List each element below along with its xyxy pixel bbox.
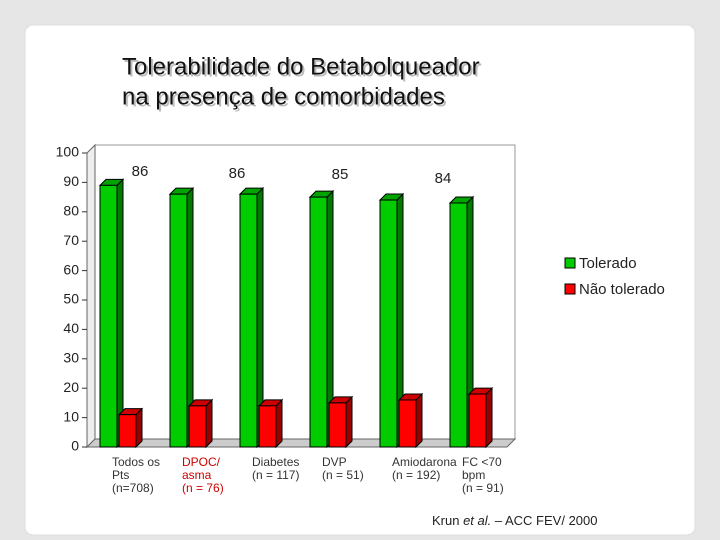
y-tick-label: 70 [63,232,79,248]
x-tick-label-line: (n=708) [112,481,154,495]
y-tick-label: 100 [56,144,80,160]
x-tick-label: Todos os Pts (n=708) [112,455,160,495]
source-part: Krun [432,513,463,528]
y-tick-label: 30 [63,350,79,366]
x-tick-label: Amiodarona (n = 192) [392,455,457,482]
x-tick-label-line: (n = 76) [182,481,224,495]
bar-side [205,398,213,449]
legend-swatch [564,283,576,295]
bar-side [116,178,124,449]
bar-side [275,398,283,449]
bar [328,402,347,448]
x-tick-label-line: DVP [322,455,347,469]
x-tick-label-line: Amiodarona [392,455,457,469]
bar [398,399,417,448]
x-tick-label: FC <70 bpm (n = 91) [462,455,504,495]
x-tick-label: DPOC/asma (n = 76) [182,455,224,495]
x-tick-label-line: (n = 117) [252,468,299,482]
bar-side [485,386,493,449]
y-tick-label: 20 [63,379,79,395]
y-tick-label: 10 [63,408,79,424]
y-tick-label: 0 [71,438,79,454]
side-wall [86,143,96,449]
annotation: 86 [132,163,149,180]
bar [379,199,398,448]
y-tick-label: 90 [63,173,79,189]
bar [188,405,207,448]
annotation: 85 [332,166,349,183]
x-tick-label-line: FC <70 [462,455,502,469]
x-tick-label-line: (n = 91) [462,481,504,495]
bar [449,202,468,448]
title-shadow: Tolerabilidade do Betabolqueador [124,55,482,82]
x-tick-label-line: (n = 51) [322,468,364,482]
source-part: et al. [463,513,491,528]
bar [239,193,258,448]
y-tick-label: 40 [63,320,79,336]
x-tick-label-line: Todos os [112,455,160,469]
x-tick-label-line: DPOC/ [182,455,221,469]
annotation: 86 [229,165,246,182]
y-tick-label: 50 [63,291,79,307]
source-part: – ACC FEV/ 2000 [491,513,597,528]
bar [169,193,188,448]
title-shadow: na presença de comorbidades [124,85,447,112]
y-tick-label: 80 [63,203,79,219]
bar-side [345,395,353,449]
source: Krun et al. – ACC FEV/ 2000 [432,513,598,528]
bar-side [415,392,423,449]
legend-swatch [564,257,576,269]
legend-label: Não tolerado [579,281,665,298]
bar [118,414,137,448]
x-tick-label-line: asma [182,468,212,482]
x-tick-label-line: Diabetes [252,455,299,469]
bar [258,405,277,448]
x-tick-label-line: (n = 192) [392,468,440,482]
bar [468,393,487,448]
x-tick-label: Diabetes (n = 117) [252,455,299,482]
annotation: 84 [435,170,452,187]
x-tick-label-line: Pts [112,468,129,482]
chart-title: na presença de comorbidades [122,83,445,110]
y-tick-label: 60 [63,261,79,277]
chart-title: Tolerabilidade do Betabolqueador [122,53,480,80]
bar [309,196,328,448]
legend-label: Tolerado [579,255,637,272]
x-tick-label: DVP (n = 51) [322,455,364,482]
x-tick-label-line: bpm [462,468,485,482]
bar [99,184,118,448]
